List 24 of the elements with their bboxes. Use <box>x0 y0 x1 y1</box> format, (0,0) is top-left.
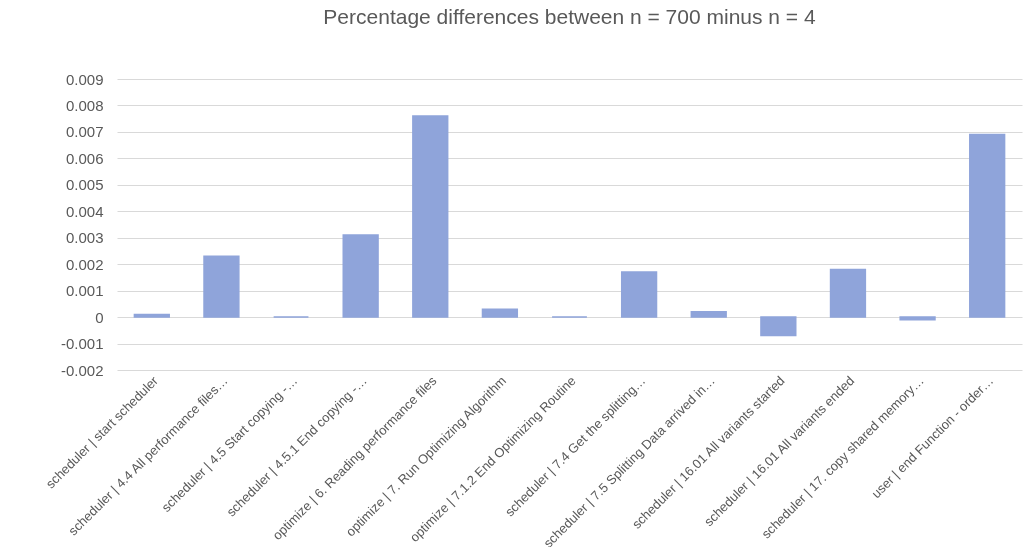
y-tick-label: 0.007 <box>65 123 104 141</box>
y-tick-label: 0.002 <box>65 255 104 273</box>
y-tick-label: 0.004 <box>65 202 104 220</box>
y-tick-label: 0.006 <box>65 149 104 167</box>
y-tick-label: 0.001 <box>65 282 104 300</box>
y-tick-label: 0.009 <box>65 70 104 88</box>
bar <box>829 268 867 318</box>
bar <box>412 115 449 318</box>
bar <box>760 316 797 337</box>
bar <box>342 234 379 318</box>
y-tick-label: 0.008 <box>65 96 104 114</box>
y-tick-label: -0.002 <box>60 361 104 379</box>
bar <box>690 311 727 318</box>
y-tick-label: 0 <box>95 308 104 326</box>
y-tick-label: 0.003 <box>65 229 104 247</box>
bar <box>133 313 170 318</box>
bar <box>203 255 240 318</box>
bar <box>620 271 658 318</box>
bar <box>899 316 936 321</box>
y-tick-label: 0.005 <box>65 176 104 194</box>
chart-title: Percentage differences between n = 700 minus n = 4 <box>323 5 816 28</box>
bar <box>969 133 1006 318</box>
y-tick-label: -0.001 <box>60 335 104 353</box>
bar <box>481 308 519 318</box>
